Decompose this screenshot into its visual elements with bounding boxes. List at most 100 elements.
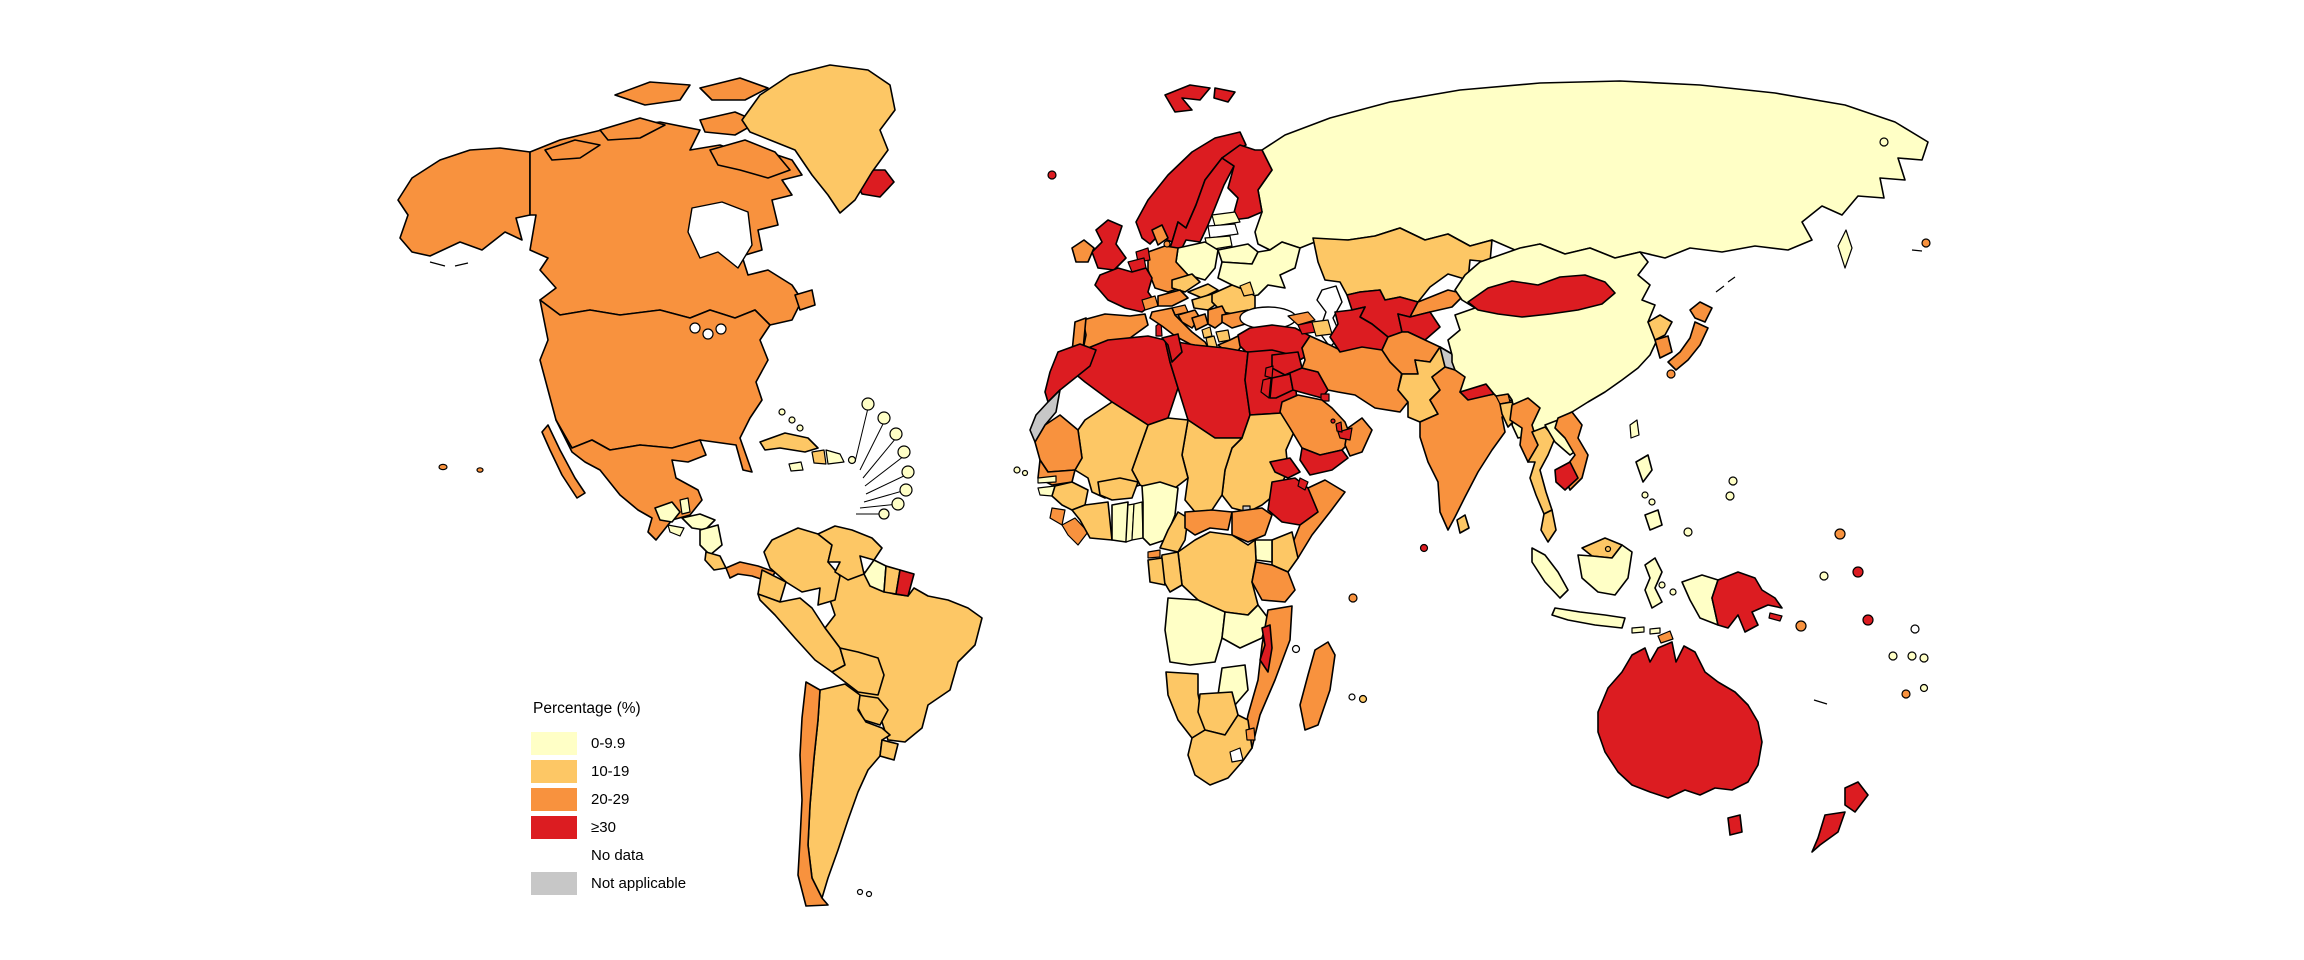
faroe-islands — [1047, 170, 1057, 180]
lesser-antilles-3 — [889, 427, 903, 441]
falkland-2 — [865, 890, 873, 898]
country-tanzania — [1251, 561, 1296, 603]
baffin-island — [709, 139, 791, 179]
aleutian-dash — [429, 261, 469, 267]
northern-mariana-islands — [1728, 476, 1738, 486]
indonesia-maluku-1 — [1658, 581, 1666, 589]
svalbard-east-island — [1213, 87, 1236, 103]
canada-arctic-island-3 — [614, 81, 691, 106]
country-kazakhstan — [1312, 227, 1493, 303]
legend-swatch-not-applicable — [531, 872, 577, 895]
country-dominican-republic — [825, 449, 845, 465]
legend-swatch-30 — [531, 816, 577, 839]
vanuatu — [1795, 620, 1807, 632]
country-chad — [1181, 419, 1243, 513]
bahamas-1 — [778, 408, 786, 416]
japan-honshu — [1667, 321, 1709, 371]
tonga — [1901, 689, 1911, 699]
country-united-kingdom — [1091, 219, 1127, 271]
japan-hokkaido — [1689, 301, 1713, 323]
legend-swatch-20-29 — [531, 788, 577, 811]
country-cuba — [759, 432, 819, 453]
legend-label-30: ≥30 — [591, 819, 616, 836]
country-ghana — [1111, 501, 1129, 543]
philippines-visayas-1 — [1641, 491, 1649, 499]
country-angola — [1164, 597, 1226, 666]
lesser-antilles-6 — [899, 483, 913, 497]
country-cambodia — [1554, 461, 1579, 491]
palau — [1683, 527, 1693, 537]
malaysia-peninsula — [1540, 509, 1557, 543]
indonesia-lesser-sunda — [1631, 626, 1661, 635]
country-burkina-faso — [1097, 477, 1139, 501]
country-ireland — [1071, 239, 1095, 263]
country-liberia — [1061, 517, 1089, 546]
country-denmark — [1151, 224, 1169, 246]
lesser-antilles-leader-lines — [854, 407, 909, 515]
country-sierra-leone — [1049, 507, 1066, 526]
bahamas-2 — [788, 416, 796, 424]
newfoundland-island — [794, 289, 816, 311]
country-azerbaijan — [1311, 319, 1333, 337]
country-eritrea — [1269, 457, 1301, 479]
legend-swatch-0-9 — [531, 732, 577, 755]
country-netherlands — [1135, 247, 1151, 263]
legend-label-10-19: 10-19 — [591, 763, 630, 780]
country-latvia — [1207, 223, 1239, 239]
new-zealand-north — [1844, 781, 1869, 813]
country-finland — [1221, 144, 1273, 221]
country-papua-new-guinea — [1711, 571, 1783, 633]
country-north-korea — [1647, 314, 1673, 341]
country-slovakia — [1187, 283, 1219, 299]
philippines-luzon — [1635, 454, 1653, 483]
legend-label-20-29: 20-29 — [591, 791, 630, 808]
hawaii-island-2 — [476, 467, 484, 473]
great-lake-1 — [689, 322, 701, 334]
maldives — [1419, 543, 1429, 553]
country-south-africa — [1187, 714, 1253, 786]
country-haiti — [811, 449, 827, 465]
country-serbia — [1207, 305, 1229, 329]
country-georgia — [1287, 311, 1316, 326]
country-qatar — [1335, 421, 1343, 433]
country-lesotho — [1229, 747, 1244, 763]
comoros — [1291, 644, 1301, 654]
legend-row-20-29: 20-29 — [531, 788, 686, 811]
legend-row-no-data: No data — [531, 844, 686, 867]
indonesia-sulawesi — [1644, 557, 1663, 609]
lesser-antilles-5 — [901, 465, 915, 479]
country-morocco — [1044, 343, 1097, 403]
aleutian-wrap-island — [1921, 238, 1931, 248]
trinidad-and-tobago — [878, 508, 890, 520]
country-uruguay — [879, 739, 899, 761]
country-central-african-republic — [1184, 509, 1233, 536]
new-britain-island — [1768, 612, 1783, 622]
brunei — [1604, 545, 1612, 553]
country-mali — [1074, 401, 1149, 499]
nauru — [1819, 571, 1829, 581]
kuril-dash — [1715, 276, 1736, 293]
lesser-antilles-4 — [897, 445, 911, 459]
reunion — [1348, 693, 1356, 701]
country-russia — [1254, 80, 1929, 259]
great-lake-2 — [702, 328, 714, 340]
country-svalbard — [1164, 84, 1211, 113]
country-somalia — [1291, 479, 1346, 559]
canada-arctic-island-1 — [544, 139, 601, 161]
country-greenland — [741, 64, 896, 214]
lesser-antilles-2 — [877, 411, 891, 425]
lesser-antilles-7 — [891, 497, 905, 511]
country-bolivia — [831, 647, 885, 696]
country-jamaica — [788, 461, 804, 472]
legend-swatch-10-19 — [531, 760, 577, 783]
commander-dash — [1911, 249, 1923, 252]
tasmania-island — [1727, 814, 1743, 836]
new-caledonia-island — [1813, 699, 1828, 705]
solomon-islands — [1862, 614, 1874, 626]
samoa — [1919, 653, 1929, 663]
niue — [1919, 683, 1929, 693]
country-benin — [1131, 501, 1144, 541]
legend-row-30: ≥30 — [531, 816, 686, 839]
